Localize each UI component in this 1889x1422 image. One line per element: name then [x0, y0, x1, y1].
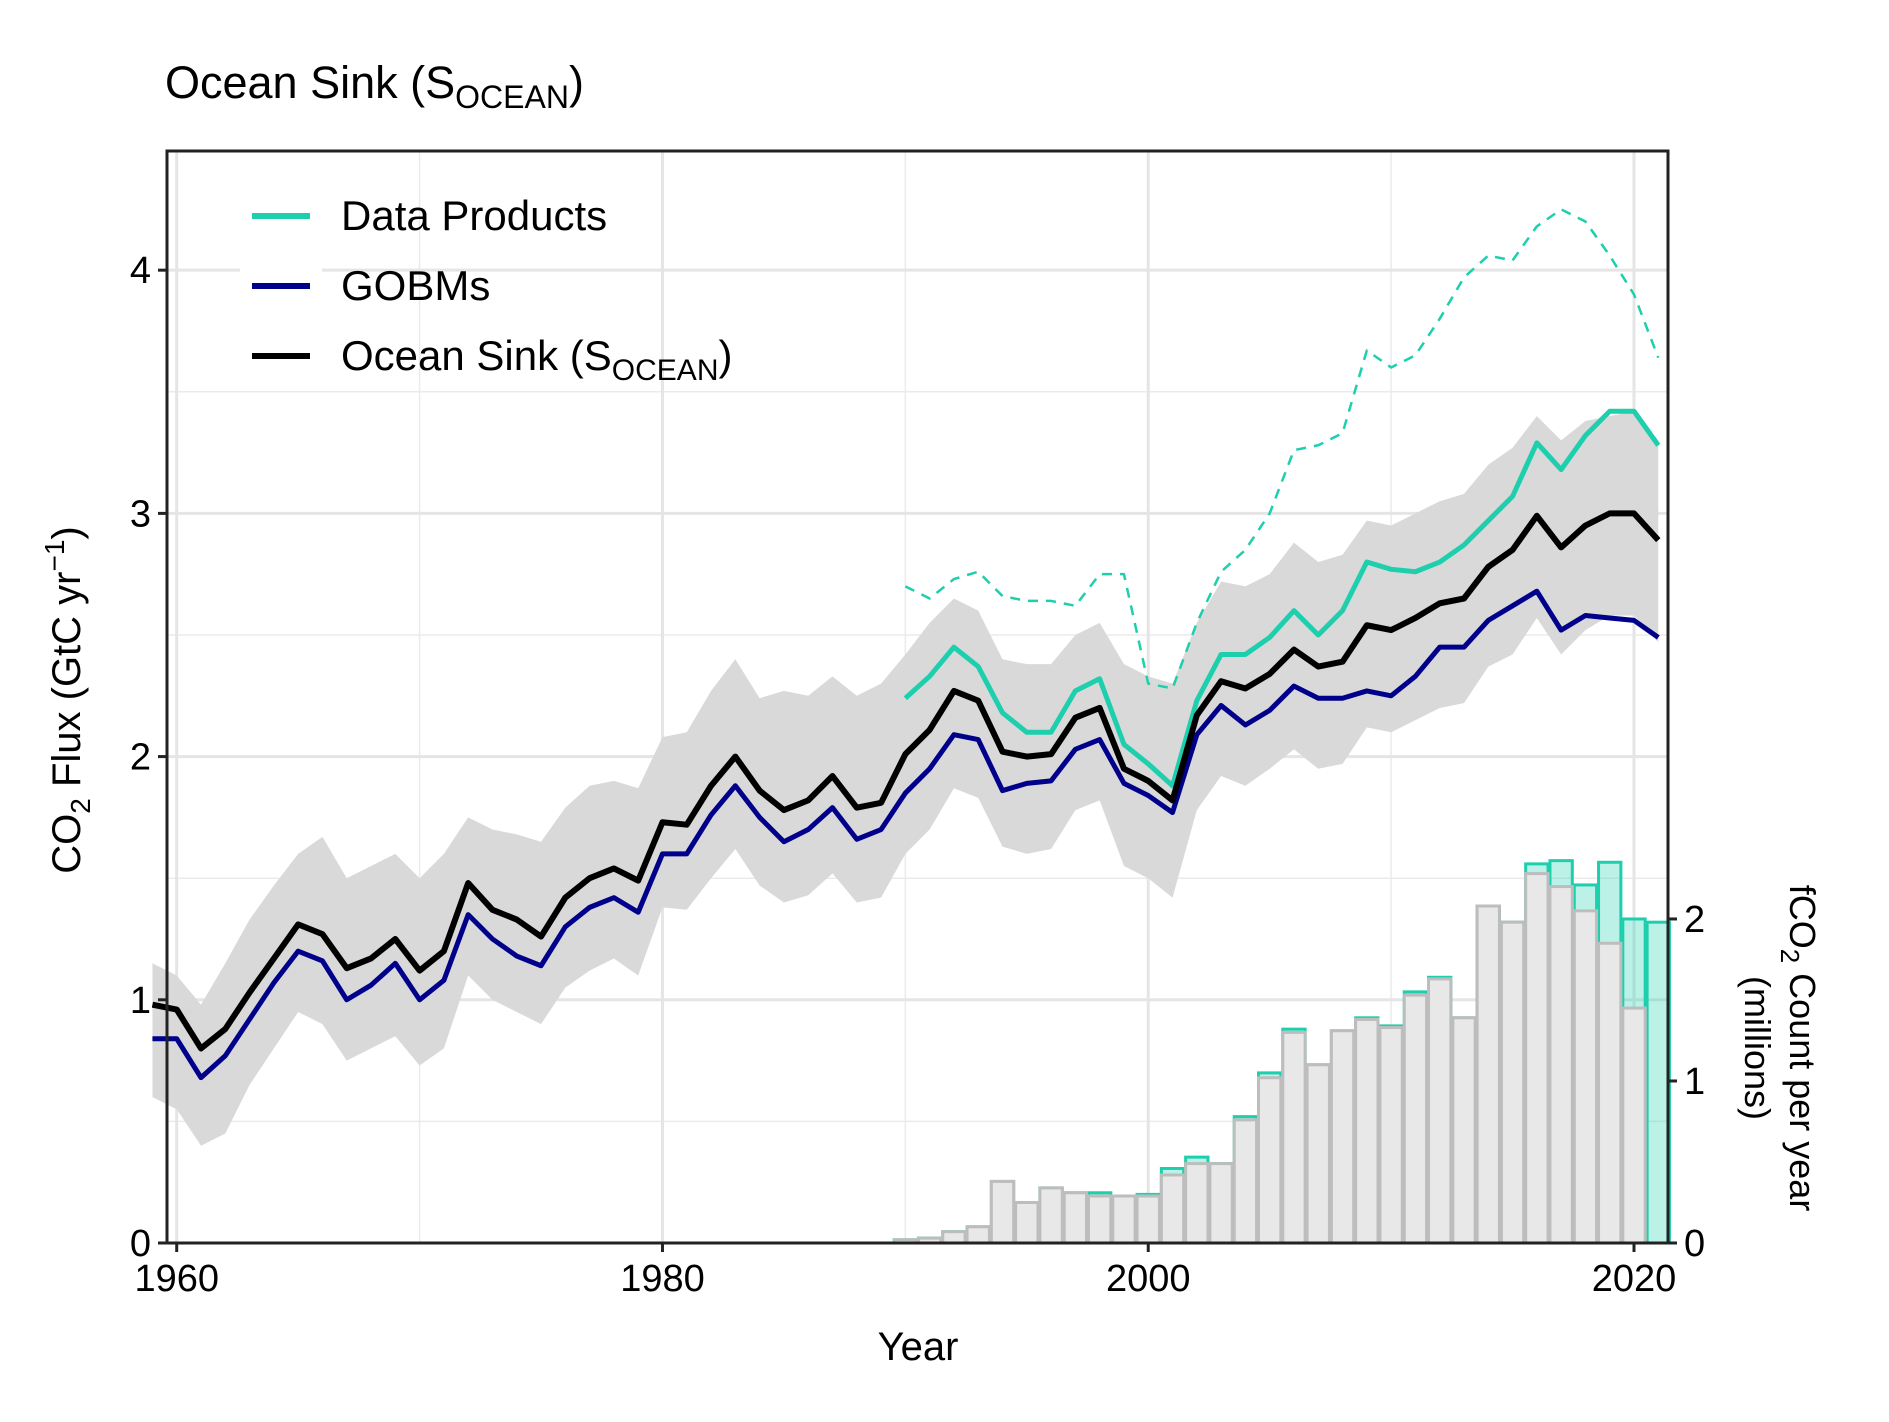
histogram-bar [1402, 993, 1429, 1245]
histogram-bar [1354, 1017, 1380, 1245]
y2-axis-label: (millions) [1737, 976, 1778, 1120]
histogram-bar [1184, 1162, 1210, 1245]
y-tick-label: 3 [130, 493, 151, 535]
histogram-bar [941, 1230, 967, 1245]
legend-label: GOBMs [341, 262, 490, 309]
histogram-bar [1062, 1191, 1089, 1245]
title-text: Ocean Sink (S [165, 57, 455, 108]
histogram-bar [1111, 1194, 1137, 1245]
y-tick-label: 4 [130, 250, 151, 292]
y2-tick-label: 2 [1684, 899, 1705, 941]
label-text: CO [45, 814, 89, 874]
histogram-bar [1159, 1173, 1186, 1245]
plot-frame [165, 149, 1670, 1245]
histogram-bar [1038, 1186, 1064, 1245]
label-sup: −1 [39, 540, 70, 572]
y2-axis-label: fCO2 Count per year [1775, 885, 1823, 1212]
y-tick-label: 2 [130, 737, 151, 779]
histogram-bar [1427, 977, 1453, 1245]
histogram-bar [1378, 1026, 1404, 1245]
x-tick-label: 2020 [1592, 1258, 1677, 1300]
line [904, 208, 1660, 690]
title-sub: OCEAN [455, 79, 569, 115]
label-sub: 2 [1775, 949, 1805, 963]
line [151, 510, 1661, 1052]
legend-text: Data Products [341, 192, 607, 239]
histogram-bar [1645, 920, 1671, 1245]
label-text: Count per year [1782, 963, 1823, 1211]
y-tick-label: 1 [130, 980, 151, 1022]
y2-tick-label: 1 [1684, 1061, 1705, 1103]
y-tick-label: 0 [130, 1223, 151, 1265]
histogram-bar [1524, 872, 1550, 1245]
histogram-bar [1621, 1006, 1647, 1245]
histogram-bar [1208, 1162, 1234, 1245]
x-tick-label: 1960 [134, 1258, 219, 1300]
legend-text: GOBMs [341, 262, 490, 309]
histogram-bar [1086, 1194, 1113, 1245]
histogram-bar [1305, 1063, 1331, 1245]
histogram-bar [1572, 909, 1599, 1245]
y-axis-label: CO2 Flux (GtC yr−1) [39, 526, 96, 874]
label-text: fCO [1782, 885, 1823, 949]
legend-label: Ocean Sink (SOCEAN) [341, 332, 732, 387]
histogram-bar [989, 1179, 1016, 1245]
line [152, 588, 1660, 1081]
x-axis-label: Year [878, 1325, 959, 1369]
legend-text: Ocean Sink (S [341, 332, 612, 379]
histogram-bar [1329, 1029, 1356, 1245]
legend-text: ) [718, 332, 732, 379]
histogram-bar [1451, 1016, 1477, 1245]
x-tick-label: 1980 [620, 1258, 705, 1300]
histogram-bar [1548, 885, 1574, 1245]
histogram-bar [1281, 1030, 1307, 1245]
label-sub: 2 [65, 798, 96, 814]
x-tick-label: 2000 [1106, 1258, 1191, 1300]
histogram-bar [1135, 1194, 1161, 1245]
legend-text: OCEAN [612, 354, 719, 387]
label-text: Flux (GtC yr [45, 572, 89, 799]
title-text: ) [569, 57, 584, 108]
chart-title: Ocean Sink (SOCEAN) [165, 57, 584, 115]
histogram-bar [1014, 1200, 1040, 1245]
histogram-bar [965, 1225, 991, 1245]
line [903, 408, 1661, 789]
histogram-bar [1257, 1076, 1283, 1245]
y2-tick-label: 0 [1684, 1223, 1705, 1265]
histogram-bar [1232, 1118, 1259, 1245]
legend-label: Data Products [341, 192, 607, 239]
histogram-bar [1475, 904, 1501, 1245]
histogram-bar [1597, 941, 1623, 1245]
label-text: ) [45, 526, 89, 539]
histogram-bar [1499, 920, 1526, 1245]
plot-area [151, 151, 1671, 1245]
